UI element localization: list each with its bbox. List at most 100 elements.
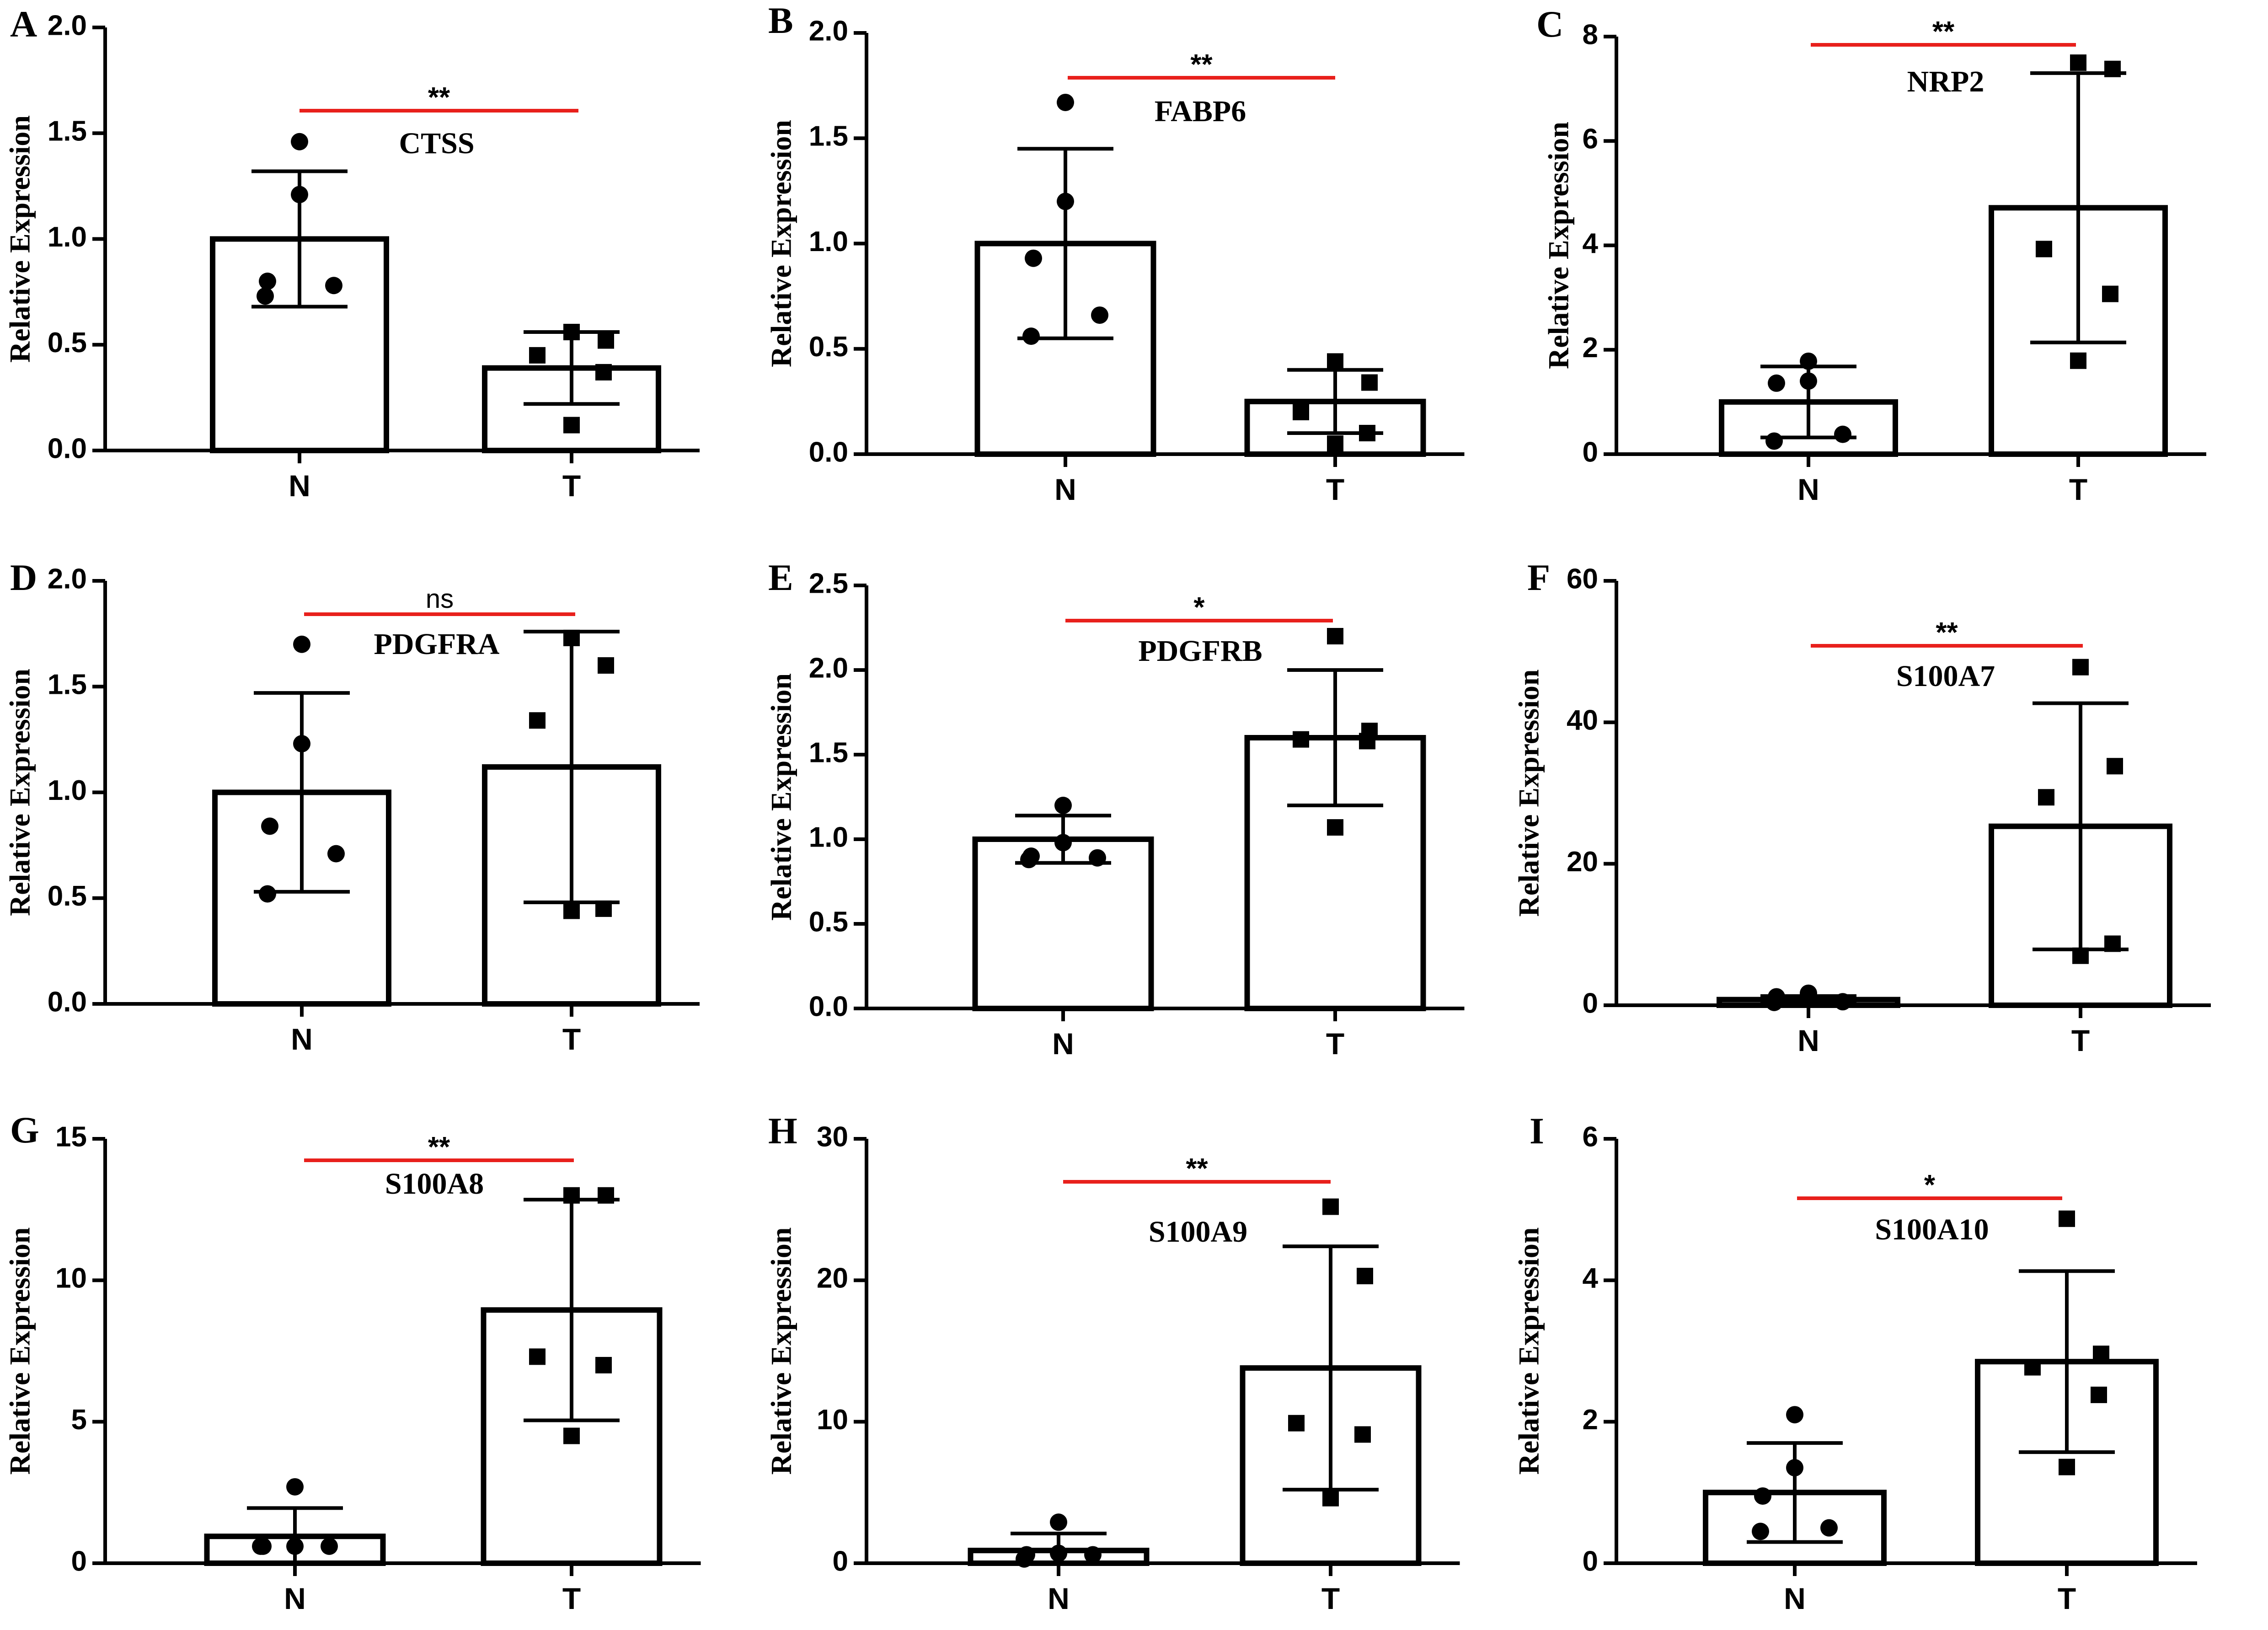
y-axis-label: Relative Expression xyxy=(1513,1227,1545,1475)
y-tick-label: 4 xyxy=(1583,228,1599,259)
data-point-t xyxy=(2072,659,2089,676)
panel-d: D Relative Expression 0.0 0.5 1.0 1.5 2.0 N Tns P… xyxy=(4,557,700,1056)
data-point-t xyxy=(529,347,546,364)
data-point-n xyxy=(321,1537,338,1555)
y-tick-label: 2.5 xyxy=(809,568,848,599)
data-point-n xyxy=(1084,1546,1102,1564)
y-tick-label: 1.5 xyxy=(809,121,848,152)
panel-letter: C xyxy=(1536,3,1563,45)
panel-a: A Relative Expression 0.0 0.5 1.0 1.5 2.0 N T ** C… xyxy=(4,3,700,503)
x-tick-label: T xyxy=(2071,1024,2090,1057)
gene-label: S100A8 xyxy=(385,1167,484,1201)
y-tick-label: 1.5 xyxy=(48,669,87,701)
data-point-n xyxy=(1834,425,1851,443)
y-axis-label: Relative Expression xyxy=(1513,669,1545,917)
x-tick-label: T xyxy=(2069,472,2087,506)
y-tick-label: 40 xyxy=(1567,705,1598,736)
y-tick-label: 8 xyxy=(1583,19,1598,50)
data-point-t xyxy=(1354,1426,1371,1443)
data-point-t xyxy=(1361,374,1378,391)
gene-label: S100A9 xyxy=(1149,1215,1247,1249)
data-point-t xyxy=(2036,241,2052,257)
data-point-n xyxy=(286,1537,304,1555)
data-point-t xyxy=(595,900,612,917)
data-point-n xyxy=(291,133,308,150)
data-point-t xyxy=(1327,819,1343,836)
data-point-t xyxy=(2059,1458,2075,1475)
y-tick-label: 0.5 xyxy=(48,880,87,912)
data-point-n xyxy=(261,817,278,835)
significance-label: ** xyxy=(428,1131,450,1163)
y-tick-label: 1.5 xyxy=(809,737,848,768)
data-point-n xyxy=(1752,1523,1769,1540)
significance-label: ns xyxy=(426,584,454,614)
data-point-n xyxy=(1022,327,1040,345)
y-axis-label: Relative Expression xyxy=(1542,122,1575,369)
y-tick-label: 2 xyxy=(1583,1404,1598,1436)
data-point-t xyxy=(529,1348,546,1365)
data-point-t xyxy=(2024,1359,2041,1376)
y-tick-label: 20 xyxy=(817,1263,848,1294)
y-tick-label: 0 xyxy=(833,1545,848,1577)
data-point-t xyxy=(529,712,546,729)
panel-letter: A xyxy=(10,3,37,45)
data-point-t xyxy=(2093,1346,2109,1362)
data-point-t xyxy=(1357,1268,1373,1285)
data-point-n xyxy=(1050,1513,1067,1531)
data-point-n xyxy=(1800,352,1817,370)
data-point-t xyxy=(1322,1490,1339,1507)
data-point-t xyxy=(2059,1210,2075,1227)
y-tick-label: 20 xyxy=(1567,846,1598,878)
data-point-n xyxy=(1800,987,1817,1004)
y-tick-label: 5 xyxy=(71,1404,87,1436)
gene-label: NRP2 xyxy=(1907,65,1984,98)
data-point-n xyxy=(1050,1544,1067,1562)
data-point-t xyxy=(2070,352,2086,369)
data-point-n xyxy=(1089,849,1106,867)
data-point-n xyxy=(1786,1406,1803,1424)
data-point-n xyxy=(293,635,310,653)
x-tick-label: T xyxy=(2058,1582,2076,1615)
panel-i: I Relative Expression 0 2 4 6 N T * S100A10 xyxy=(1513,1110,2197,1615)
data-point-n xyxy=(1786,1459,1803,1477)
data-point-n xyxy=(1020,851,1038,869)
y-tick-label: 4 xyxy=(1583,1263,1599,1294)
data-point-n xyxy=(1768,374,1785,392)
significance-label: ** xyxy=(1932,16,1955,48)
data-point-n xyxy=(1834,993,1851,1011)
data-point-t xyxy=(563,902,580,919)
data-point-n xyxy=(293,735,310,753)
y-tick-label: 0.0 xyxy=(48,986,87,1018)
data-point-t xyxy=(563,629,580,646)
x-tick-label: N xyxy=(289,469,310,503)
y-axis-label: Relative Expression xyxy=(765,673,797,921)
y-tick-label: 0.5 xyxy=(809,906,848,938)
y-axis-label: Relative Expression xyxy=(4,115,36,363)
data-point-t xyxy=(1327,628,1343,644)
panel-letter: G xyxy=(10,1109,39,1151)
error-bar-t xyxy=(1287,668,1383,807)
y-tick-label: 0.0 xyxy=(48,433,87,464)
bar-n xyxy=(972,836,1154,1011)
y-tick-label: 10 xyxy=(817,1404,848,1436)
y-axis-label: Relative Expression xyxy=(765,120,797,367)
panel-e: E Relative Expression 0.0 0.5 1.0 1.5 2.0 2.5 N T… xyxy=(765,557,1465,1061)
data-point-n xyxy=(257,287,274,305)
y-tick-label: 6 xyxy=(1583,123,1598,155)
panel-c: C Relative Expression 0 2 4 6 8 N T ** NRP2 xyxy=(1536,3,2206,506)
y-tick-label: 1.0 xyxy=(48,221,87,253)
data-point-t xyxy=(2104,60,2121,77)
y-tick-label: 0 xyxy=(1583,987,1598,1019)
x-tick-label: N xyxy=(1054,472,1076,506)
significance-label: * xyxy=(1193,592,1205,623)
data-point-n xyxy=(1016,1550,1033,1568)
data-point-t xyxy=(1327,435,1343,452)
gene-label: PDGFRA xyxy=(374,627,500,661)
y-tick-label: 2.0 xyxy=(48,10,87,41)
data-point-t xyxy=(563,417,580,434)
data-point-t xyxy=(598,332,614,349)
data-point-t xyxy=(1322,1198,1339,1215)
data-point-n xyxy=(1800,372,1817,390)
significance-label: ** xyxy=(428,82,450,113)
x-tick-label: N xyxy=(1797,1024,1819,1057)
